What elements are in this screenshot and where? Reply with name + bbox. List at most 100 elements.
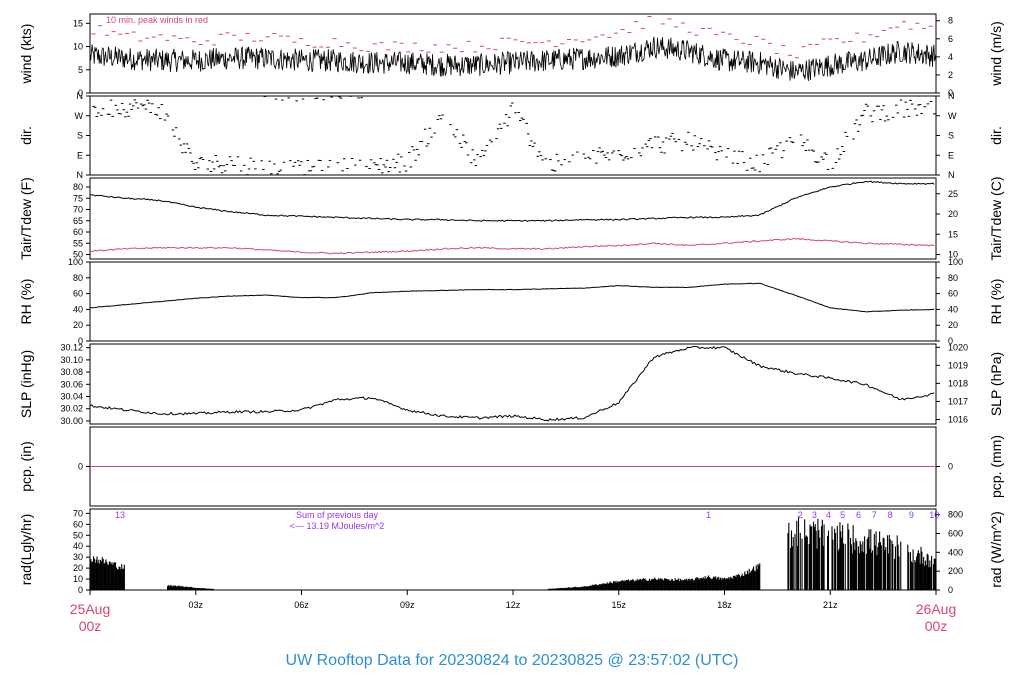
y-tick-label-right: 80 — [948, 273, 958, 283]
x-start-label-line2: 00z — [79, 618, 102, 634]
y-tick-label-right: 8 — [948, 16, 953, 26]
x-tick-label-06z: 06z — [294, 600, 309, 610]
rh-series-line — [90, 282, 935, 313]
footer-title: UW Rooftop Data for 20230824 to 20230825… — [286, 652, 739, 669]
y-tick-label-right: 0 — [948, 336, 953, 346]
y-axis-label-left: RH (%) — [18, 279, 34, 325]
y-tick-label-left: S — [77, 131, 83, 141]
y-axis-label-right: Tair/Tdew (C) — [988, 176, 1004, 260]
y-tick-label-left: 65 — [73, 216, 83, 226]
y-tick-label-right: 800 — [948, 510, 963, 520]
y-tick-label-right: S — [948, 131, 954, 141]
y-tick-label-left: 30.00 — [60, 416, 83, 426]
y-tick-label-right: 200 — [948, 566, 963, 576]
y-tick-label-left: 20 — [73, 563, 83, 573]
y-tick-label-left: 0 — [78, 88, 83, 98]
y-tick-label-left: 70 — [73, 508, 83, 518]
y-tick-label-left: 30 — [73, 552, 83, 562]
y-axis-label-right: wind (m/s) — [988, 21, 1004, 87]
y-tick-label-right: N — [948, 91, 955, 101]
daily-sum-annotation-1: Sum of previous day — [296, 510, 379, 520]
y-tick-label-right: W — [948, 111, 957, 121]
direction-marks — [92, 95, 936, 176]
y-axis-label-left: SLP (inHg) — [18, 350, 34, 418]
hour-marker-1: 1 — [706, 510, 711, 520]
x-start-label-line1: 25Aug — [70, 601, 110, 617]
y-axis-label-left: dir. — [18, 126, 34, 145]
y-axis-label-left: wind (kts) — [18, 24, 34, 85]
y-tick-label-right: 20 — [948, 320, 958, 330]
y-tick-label-right: 0 — [948, 585, 953, 595]
y-tick-label-right: 0 — [948, 88, 953, 98]
y-tick-label-right: 600 — [948, 528, 963, 538]
y-axis-label-right: dir. — [988, 126, 1004, 145]
y-tick-label-left: 60 — [73, 227, 83, 237]
y-tick-label-left: 0 — [78, 585, 83, 595]
y-tick-label-left: 10 — [73, 574, 83, 584]
x-tick-labels: 03z 06z 09z 12z 15z 18z 21z — [89, 590, 937, 610]
y-tick-label-left: 100 — [68, 257, 83, 267]
y-tick-label-right: 10 — [948, 250, 958, 260]
panel-temp-frame — [89, 177, 937, 260]
hour-marker-8: 8 — [888, 510, 893, 520]
panel-wind: 0 5 10 15 0 2 4 6 8 wind (kts) wind (m/s) 10 min. p… — [18, 13, 1004, 98]
hour-marker-6: 6 — [856, 510, 861, 520]
y-axis-label-left: rad(Lgly/hr) — [18, 514, 34, 586]
panel-dir-frame — [89, 95, 937, 176]
radiation-bars — [89, 516, 937, 590]
y-tick-label-left: N — [77, 91, 84, 101]
peak-wind-marks — [91, 13, 933, 59]
x-end-label-line2: 00z — [925, 618, 948, 634]
y-tick-label-left: 10 — [73, 42, 83, 52]
y-tick-label-left: N — [77, 170, 84, 180]
hour-marker-3: 3 — [812, 510, 817, 520]
hour-marker-2: 2 — [798, 510, 803, 520]
y-tick-label-right: 20 — [948, 209, 958, 219]
y-tick-label-right: 1018 — [948, 378, 968, 388]
y-tick-label-left: 5 — [78, 65, 83, 75]
y-tick-label-right: 400 — [948, 547, 963, 557]
panel-slp: 30.00 30.02 30.04 30.06 30.08 30.10 30.12 1016 1… — [18, 342, 1004, 426]
y-tick-label-left: 80 — [73, 273, 83, 283]
hour-marker-10: 10 — [929, 510, 939, 520]
y-tick-label-left: E — [77, 150, 83, 160]
x-end-label-line1: 26Aug — [916, 601, 956, 617]
daily-sum-annotation-2: <--- 13.19 MJoules/m^2 — [290, 521, 385, 531]
x-tick-label-12z: 12z — [506, 600, 521, 610]
hour-marker-5: 5 — [840, 510, 845, 520]
y-tick-label-left: 0 — [78, 336, 83, 346]
x-tick-label-03z: 03z — [188, 600, 203, 610]
y-tick-label-right: E — [948, 150, 954, 160]
y-tick-label-left: 70 — [73, 205, 83, 215]
panel-rad: 0102030405060700200400600800rad(Lgly/hr)… — [18, 508, 1004, 595]
y-tick-label-right: 1016 — [948, 414, 968, 424]
x-tick-label-09z: 09z — [400, 600, 415, 610]
y-tick-label-left: 50 — [73, 530, 83, 540]
y-axis-label-right: RH (%) — [988, 279, 1004, 325]
panel-pcp: 0 0 pcp. (in) pcp. (mm) — [18, 426, 1004, 507]
y-tick-label-right: 40 — [948, 304, 958, 314]
y-tick-label-left: W — [75, 111, 84, 121]
x-tick-label-15z: 15z — [611, 600, 626, 610]
hour-marker-4: 4 — [826, 510, 831, 520]
y-axis-label-left: Tair/Tdew (F) — [18, 177, 34, 259]
y-tick-label-left: 20 — [73, 320, 83, 330]
y-tick-label-right: 0 — [948, 462, 953, 472]
y-tick-label-left: 80 — [73, 182, 83, 192]
y-tick-label-left: 0 — [78, 462, 83, 472]
y-axis-label-right: rad (W/m^2) — [988, 511, 1004, 588]
y-axis-label-right: SLP (hPa) — [988, 352, 1004, 416]
panel-wind-frame — [89, 13, 937, 94]
y-tick-label-left: 30.08 — [60, 367, 83, 377]
hour-marker-13: 13 — [115, 510, 125, 520]
y-tick-label-right: 25 — [948, 189, 958, 199]
y-tick-label-left: 30.04 — [60, 392, 83, 402]
y-axis-label-right: pcp. (mm) — [988, 435, 1004, 498]
y-tick-label-left: 60 — [73, 289, 83, 299]
y-tick-label-right: N — [948, 170, 955, 180]
y-tick-label-right: 1020 — [948, 342, 968, 352]
y-axis-label-left: pcp. (in) — [18, 441, 34, 492]
